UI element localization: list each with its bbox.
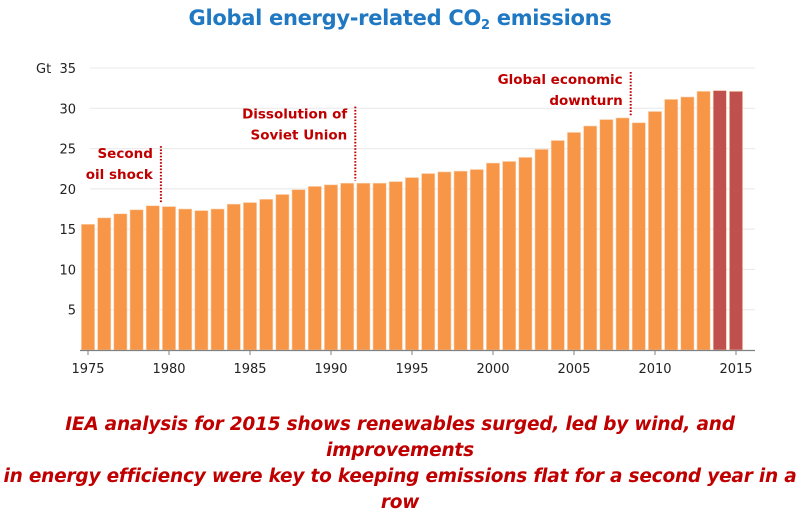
bar-2000: [486, 162, 500, 351]
x-tick-label: 2000: [476, 362, 509, 377]
y-tick-label: 30: [59, 102, 76, 117]
bar-1985: [243, 202, 257, 351]
bars: [81, 90, 743, 351]
y-tick-label: 25: [59, 143, 76, 158]
caption-line-2: in energy efficiency were key to keeping…: [3, 466, 797, 513]
bar-1988: [291, 189, 306, 351]
caption: IEA analysis for 2015 shows renewables s…: [0, 412, 800, 516]
bar-1978: [129, 209, 144, 351]
bar-2009: [631, 122, 646, 351]
title-subscript: 2: [481, 18, 490, 33]
bar-1991: [340, 182, 355, 351]
bar-1987: [275, 194, 290, 351]
bar-2010: [648, 111, 662, 351]
bar-1997: [437, 171, 452, 351]
annotations: Second oil shock Dissolution of Soviet Unio…: [86, 72, 632, 203]
bar-1992: [356, 182, 371, 351]
annotation-label: Second: [97, 146, 152, 162]
bar-1984: [226, 203, 241, 351]
bar-1983: [210, 208, 225, 351]
bar-2004: [550, 140, 565, 351]
annotation-label: Soviet Union: [250, 128, 347, 144]
bar-2015: [729, 91, 743, 351]
x-tick-label: 1980: [152, 362, 185, 377]
bar-1993: [372, 182, 387, 351]
bar-1996: [421, 173, 436, 351]
y-tick-label: 15: [59, 223, 76, 238]
annotation-label: Dissolution of: [242, 107, 347, 123]
bar-1995: [405, 177, 419, 351]
x-tick-label: 1995: [395, 362, 428, 377]
chart-title: Global energy-related CO2 emissions: [0, 6, 800, 33]
bar-1999: [469, 169, 484, 351]
x-tick-label: 1985: [233, 362, 266, 377]
bar-1979: [145, 205, 160, 351]
bar-2006: [583, 125, 598, 351]
annotation-label: downturn: [549, 93, 622, 109]
axes: 5 10 15 20 25 30 35 Gt 1975 1980 1985 1990 1995 2000 2…: [36, 62, 755, 377]
caption-line-1: IEA analysis for 2015 shows renewables s…: [65, 414, 735, 461]
y-tick-label: 10: [59, 263, 76, 278]
bar-1998: [453, 170, 468, 351]
bar-chart: 5 10 15 20 25 30 35 Gt 1975 1980 1985 1990 1995 2000 2…: [36, 62, 755, 377]
title-text: Global energy-related CO: [188, 6, 482, 30]
y-tick-label: 35: [59, 62, 76, 77]
x-tick-label: 1975: [71, 362, 104, 377]
bar-1981: [178, 208, 193, 351]
y-axis-unit-label: Gt: [36, 62, 51, 77]
x-tick-label: 2015: [719, 362, 752, 377]
annotation-label: Global economic: [498, 72, 623, 88]
bar-1994: [388, 181, 403, 351]
bar-2014: [712, 90, 727, 351]
bar-2003: [534, 149, 549, 351]
bar-1977: [113, 213, 128, 351]
annotation-label: oil shock: [86, 167, 154, 183]
x-tick-label: 2010: [638, 362, 671, 377]
bar-2012: [680, 96, 695, 351]
x-tick-label: 2005: [557, 362, 590, 377]
bar-1982: [194, 210, 209, 351]
title-suffix: emissions: [489, 6, 612, 30]
bar-1986: [259, 199, 274, 351]
bar-1989: [307, 186, 322, 351]
bar-1990: [324, 184, 338, 351]
bar-2007: [599, 119, 614, 351]
bar-2013: [696, 91, 711, 351]
bar-2001: [502, 161, 517, 351]
bar-2011: [664, 99, 679, 351]
bar-2002: [518, 157, 533, 351]
bar-1976: [97, 217, 112, 351]
bar-1980: [162, 206, 176, 351]
x-tick-label: 1990: [314, 362, 347, 377]
bar-2008: [615, 117, 630, 351]
bar-2005: [567, 132, 581, 351]
y-tick-label: 20: [59, 183, 76, 198]
y-tick-label: 5: [68, 304, 76, 319]
bar-1975: [81, 224, 95, 351]
